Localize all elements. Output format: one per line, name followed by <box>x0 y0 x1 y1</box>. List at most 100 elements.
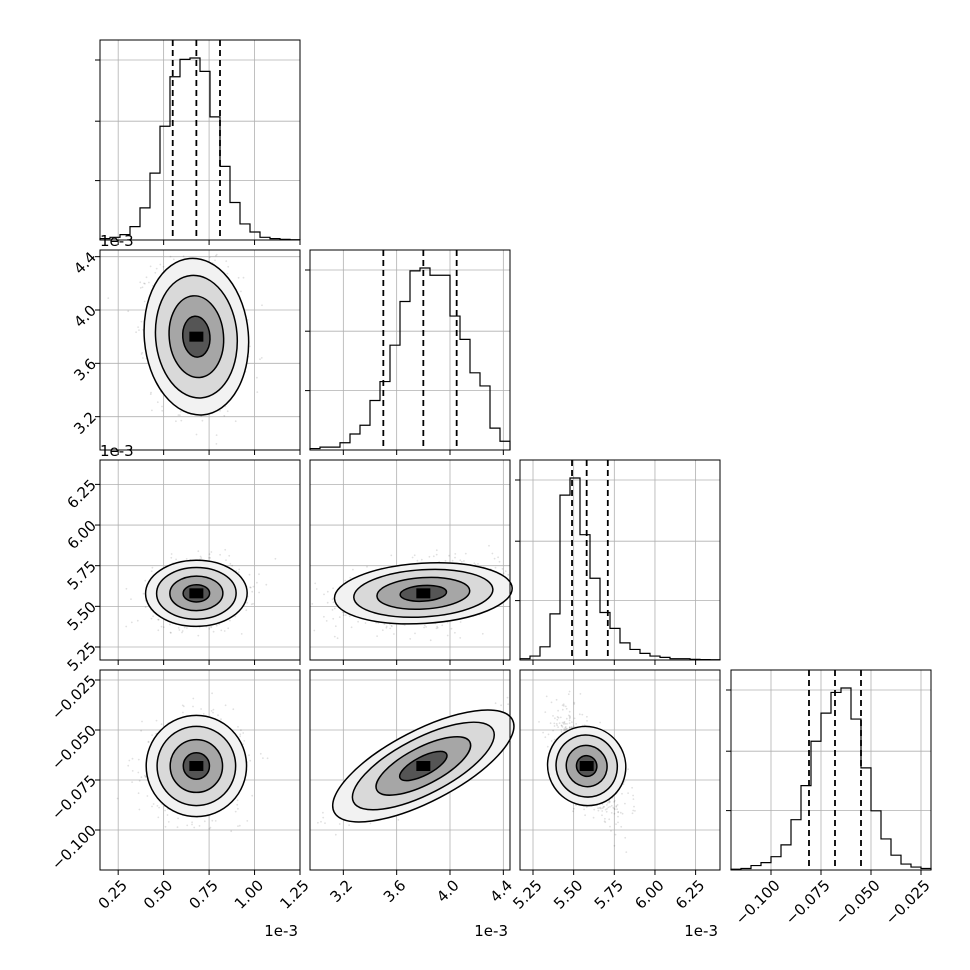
sample-point <box>491 552 494 555</box>
sample-point <box>454 556 456 559</box>
sample-point <box>331 609 334 611</box>
sample-point <box>135 331 138 334</box>
sample-point <box>157 816 160 819</box>
sample-point <box>211 692 214 695</box>
sample-point <box>256 581 258 584</box>
sample-point <box>147 741 150 744</box>
sample-point <box>234 420 237 423</box>
sample-point <box>143 300 146 303</box>
sample-point <box>151 734 154 736</box>
sample-point <box>259 358 261 361</box>
sample-point <box>219 553 222 556</box>
panel-bg-0-0 <box>100 40 300 240</box>
sample-point <box>127 764 130 767</box>
sample-point <box>183 626 186 629</box>
sample-point <box>169 255 172 258</box>
sample-point <box>239 733 242 736</box>
sample-point <box>266 757 269 760</box>
sample-point <box>155 719 158 722</box>
sample-point <box>246 601 249 604</box>
density-peak-3-0 <box>189 761 204 771</box>
sample-point <box>342 614 345 617</box>
sample-point <box>203 820 206 823</box>
sample-point <box>251 794 254 797</box>
sample-point <box>448 554 450 557</box>
sample-point <box>338 616 341 618</box>
sample-point <box>488 544 490 547</box>
sample-point <box>175 558 178 561</box>
sample-point <box>195 433 198 436</box>
sample-point <box>212 630 215 633</box>
sample-point <box>137 771 140 774</box>
sample-point <box>326 601 329 604</box>
sample-point <box>139 287 142 289</box>
sample-point <box>423 624 426 627</box>
sample-point <box>155 267 158 270</box>
sample-point <box>208 628 211 630</box>
sample-point <box>149 265 152 268</box>
sample-point <box>411 556 414 559</box>
sample-point <box>220 629 223 632</box>
sample-point <box>332 587 334 590</box>
sample-point <box>125 587 128 590</box>
sample-point <box>313 629 316 632</box>
sample-point <box>256 391 259 393</box>
sample-point <box>208 553 211 556</box>
sample-point <box>125 625 128 628</box>
sample-point <box>150 570 153 573</box>
sample-point <box>176 826 179 829</box>
sample-point <box>450 627 453 630</box>
sample-point <box>251 590 254 593</box>
sample-point <box>143 774 146 777</box>
sample-point <box>454 553 457 555</box>
sample-point <box>338 823 341 825</box>
sample-point <box>227 627 230 630</box>
sample-point <box>223 630 226 632</box>
sample-point <box>381 629 384 632</box>
sample-point <box>144 606 147 609</box>
density-peak-2-0 <box>189 588 204 599</box>
sample-point <box>435 549 438 552</box>
sample-point <box>497 556 499 559</box>
sample-point <box>229 562 232 565</box>
sample-point <box>169 631 172 634</box>
sample-point <box>138 779 141 782</box>
sample-point <box>211 819 214 822</box>
sample-point <box>507 573 510 576</box>
sample-point <box>137 758 140 761</box>
sample-point <box>393 633 395 635</box>
sample-point <box>240 633 243 635</box>
sample-point <box>236 803 239 806</box>
sample-point <box>459 621 462 623</box>
sample-point <box>157 618 160 621</box>
sample-point <box>239 735 242 738</box>
sample-point <box>156 401 159 404</box>
sample-point <box>212 711 214 714</box>
sample-point <box>177 817 180 820</box>
sample-point <box>164 809 167 812</box>
sample-point <box>137 326 140 328</box>
sample-point <box>432 555 435 558</box>
sample-point <box>215 443 218 445</box>
sample-point <box>237 726 239 728</box>
sample-point <box>223 414 226 417</box>
sample-point <box>238 568 241 571</box>
sample-point <box>441 624 444 627</box>
sample-point <box>220 718 222 721</box>
sample-point <box>230 830 233 833</box>
sample-point <box>138 329 140 331</box>
sample-point <box>164 825 167 828</box>
sample-point <box>151 409 153 412</box>
sample-point <box>493 557 496 560</box>
sample-point <box>326 590 329 593</box>
sample-point <box>240 729 242 732</box>
sample-point <box>197 550 200 553</box>
sample-point <box>138 808 141 811</box>
sample-point <box>416 559 419 562</box>
sample-point <box>152 615 155 618</box>
sample-point <box>116 797 119 800</box>
sample-point <box>215 253 218 256</box>
sample-point <box>214 259 216 262</box>
sample-point <box>451 559 454 562</box>
sample-point <box>423 626 425 629</box>
